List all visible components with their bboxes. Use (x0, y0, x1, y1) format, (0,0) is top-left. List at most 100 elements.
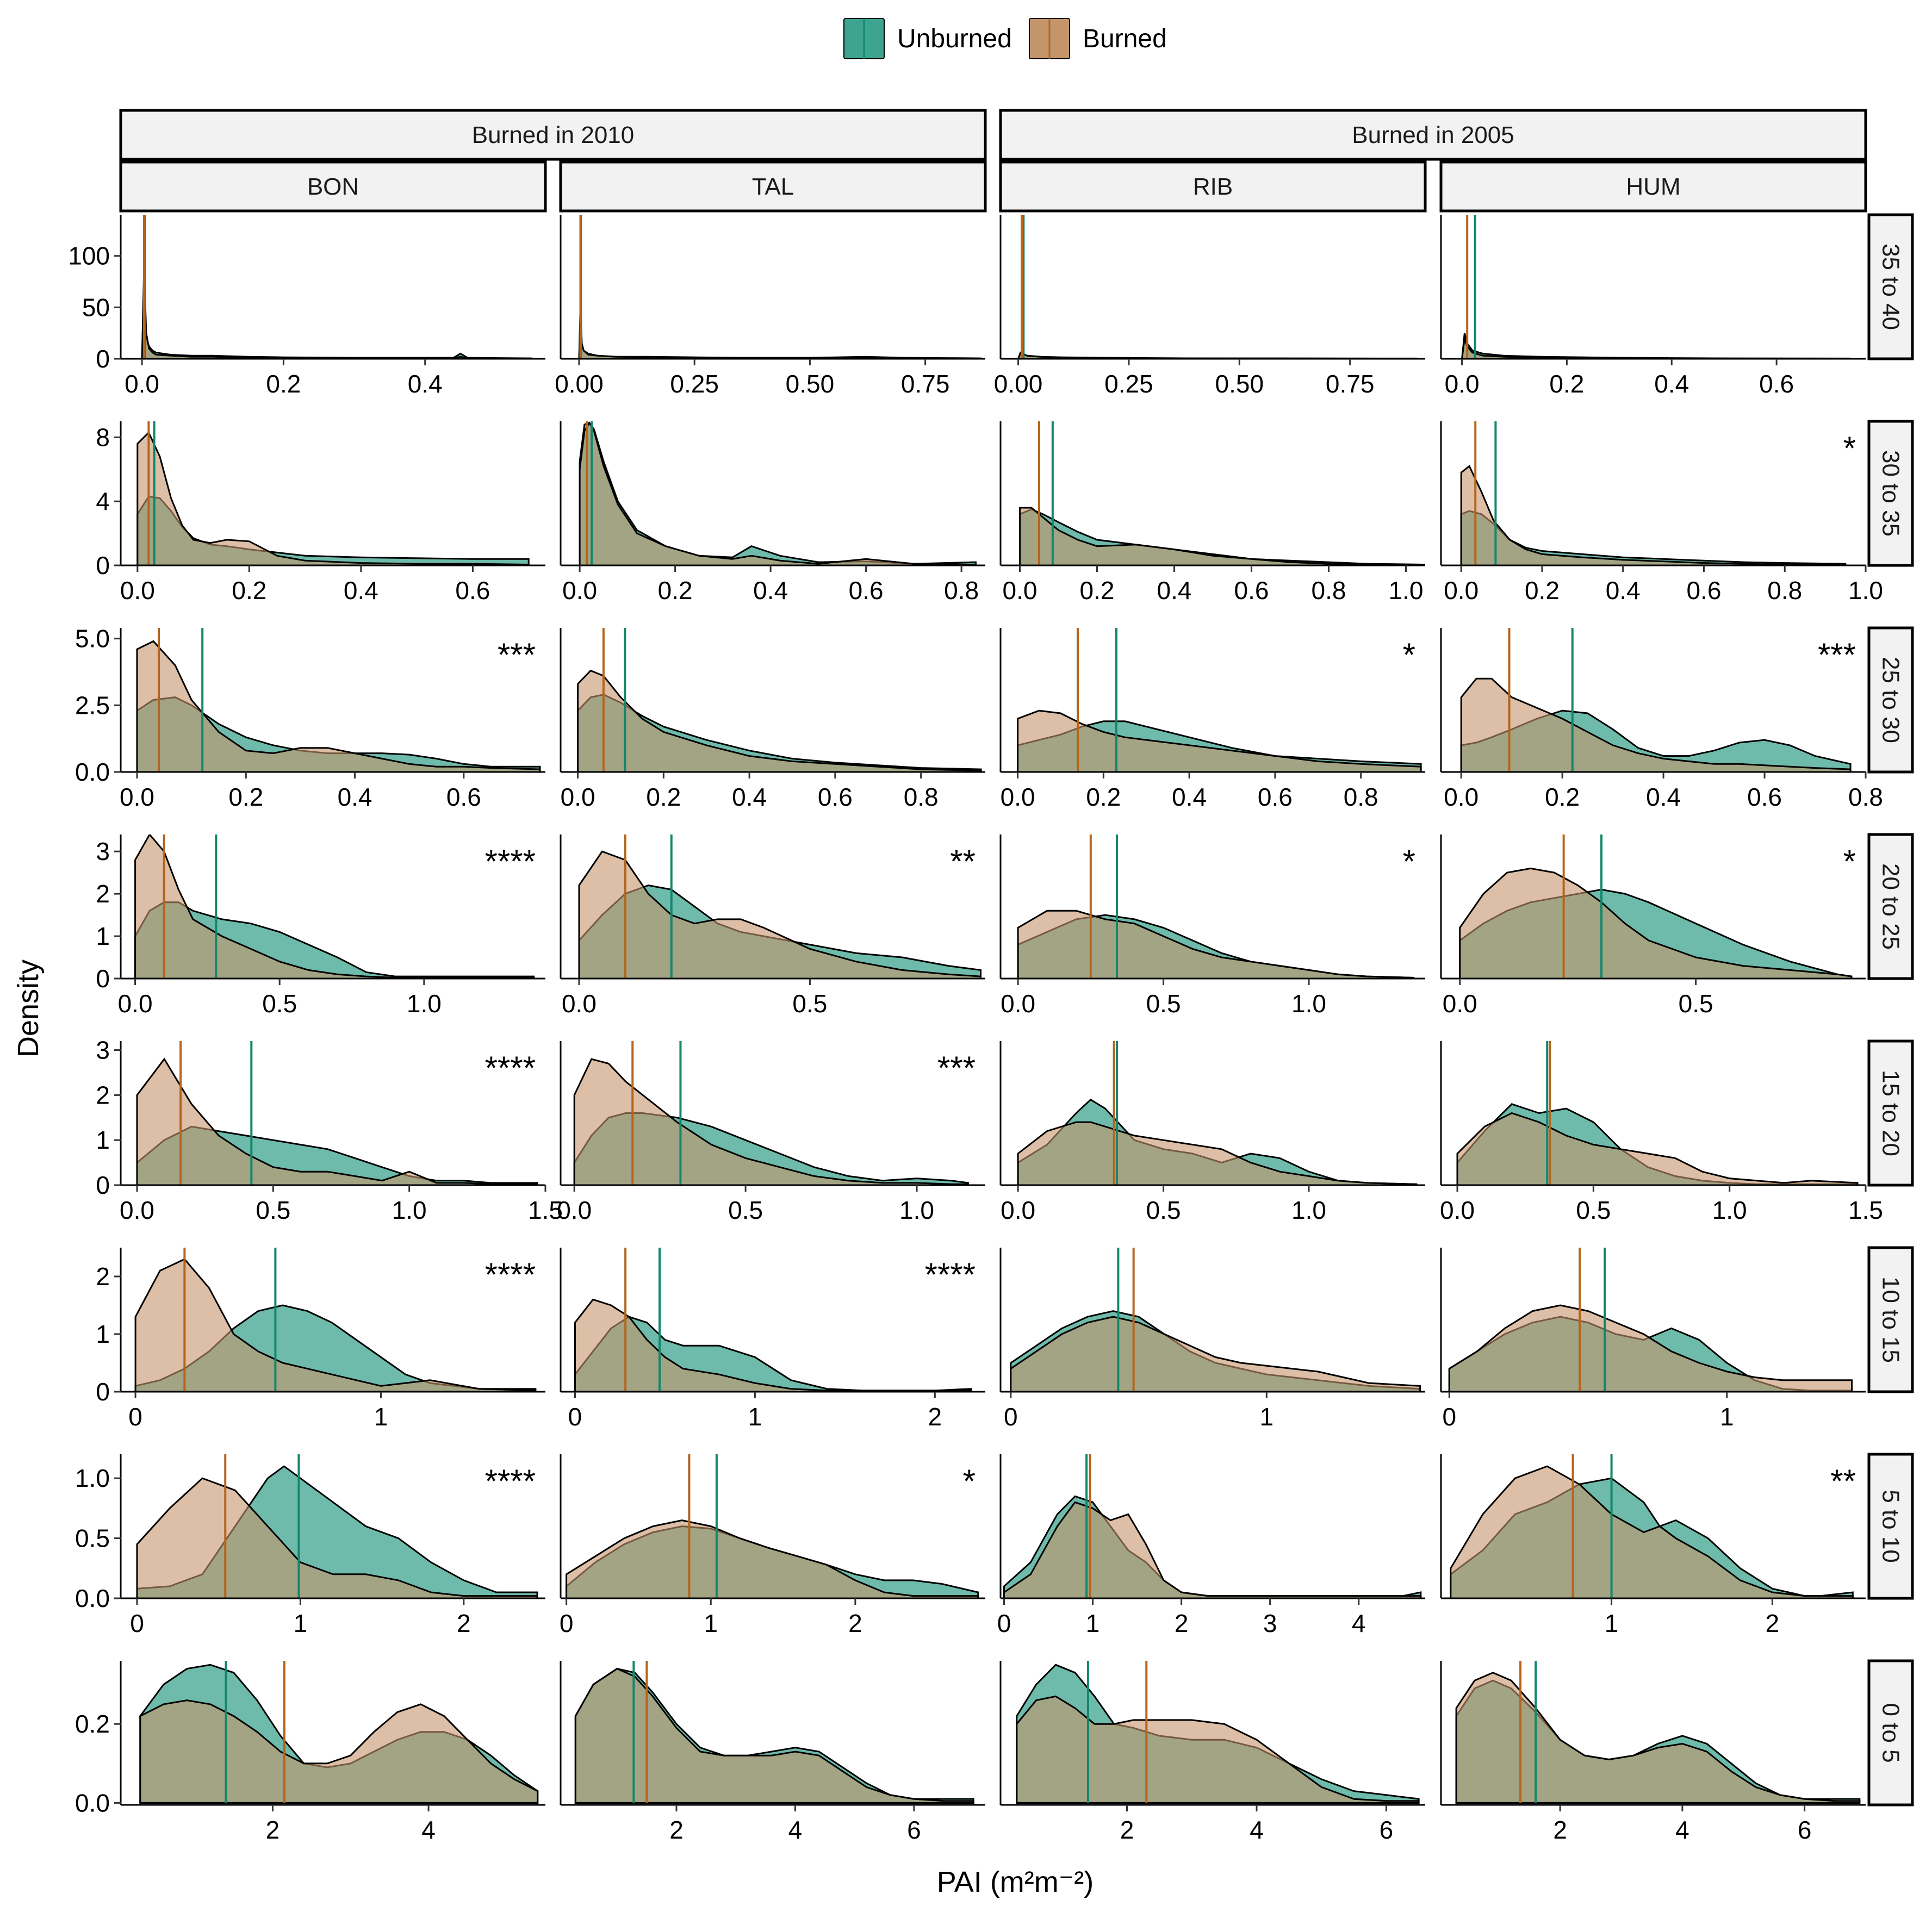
x-tick-label: 0.4 (732, 783, 767, 811)
panel-plot (1460, 421, 1847, 565)
density-area-unburned (578, 328, 981, 359)
x-tick-label: 0.4 (344, 576, 378, 605)
x-tick-label: 1.0 (1848, 576, 1883, 605)
legend-label: Burned (1083, 24, 1167, 53)
x-tick-label: 1.0 (1291, 989, 1326, 1018)
x-tick-label: 0.2 (658, 576, 693, 605)
significance-label: *** (1818, 637, 1856, 673)
y-tick-label: 0 (96, 1171, 110, 1199)
significance-label: * (1403, 843, 1415, 880)
panel-rib-35-to-40: 0.00 0.25 0.50 0.75 (994, 215, 1425, 398)
row-strip-label: 5 to 10 (1878, 1490, 1904, 1563)
significance-label: * (963, 1463, 976, 1499)
x-tick-label: 0.5 (1146, 989, 1181, 1018)
x-tick-label: 1.5 (528, 1196, 563, 1224)
x-tick-label: 1 (748, 1403, 762, 1431)
panel-plot (134, 834, 535, 979)
x-tick-label: 0.8 (904, 783, 939, 811)
group-strip-label: Burned in 2010 (472, 122, 634, 148)
row-strip-label: 10 to 15 (1878, 1276, 1904, 1363)
x-tick-label: 0.2 (1086, 783, 1121, 811)
x-tick-label: 0.4 (338, 783, 372, 811)
row-strip (1867, 420, 1914, 567)
column-strip (559, 160, 987, 213)
x-tick-label: 0.50 (786, 370, 835, 398)
x-tick-label: 0.6 (1258, 783, 1293, 811)
legend: Unburned Burned (843, 18, 1167, 59)
panel-bon-25-to-30: 0.0 0.2 0.4 0.6 0.0 2.5 5.0 *** (75, 625, 545, 811)
x-tick-label: 0.8 (1767, 576, 1802, 605)
density-area-burned (1460, 465, 1847, 565)
row-strip (1867, 1453, 1914, 1600)
column-strip (119, 160, 547, 213)
y-tick-label: 1 (96, 922, 110, 950)
x-tick-label: 0.6 (1747, 783, 1782, 811)
density-area-burned (1455, 1672, 1861, 1804)
panel-plot (1450, 1454, 1854, 1598)
panel-rib-5-to-10: 0 1 2 3 4 (997, 1454, 1425, 1637)
y-tick-label: 50 (82, 293, 110, 321)
x-tick-label: 0.25 (1104, 370, 1153, 398)
panel-hum-30-to-35: 0.0 0.2 0.4 0.6 0.8 1.0 * (1440, 421, 1883, 605)
panel-plot (1017, 834, 1415, 979)
panel-plot (574, 1661, 974, 1804)
panel-plot (134, 1248, 537, 1392)
x-tick-label: 0.6 (1759, 370, 1794, 398)
x-tick-label: 1 (1605, 1609, 1619, 1637)
x-tick-label: 0.25 (670, 370, 719, 398)
x-tick-label: 0.4 (1157, 576, 1192, 605)
density-area-burned (577, 669, 982, 772)
y-tick-label: 5.0 (75, 625, 110, 653)
row-strip-label: 35 to 40 (1878, 244, 1904, 330)
x-tick-label: 0.0 (1001, 1196, 1035, 1224)
x-tick-label: 0.2 (1080, 576, 1115, 605)
significance-label: **** (485, 1256, 536, 1293)
group-strip (119, 109, 987, 161)
x-tick-label: 2 (1766, 1609, 1780, 1637)
panel-plot (1003, 1454, 1422, 1598)
significance-label: *** (937, 1050, 976, 1086)
panel-hum-35-to-40: 0.0 0.2 0.4 0.6 (1440, 215, 1866, 398)
panel-rib-30-to-35: 0.0 0.2 0.4 0.6 0.8 1.0 (999, 421, 1425, 605)
x-tick-label: 0.0 (118, 989, 153, 1018)
x-tick-label: 1.0 (1389, 576, 1424, 605)
x-axis-title: PAI (m²m⁻²) (937, 1866, 1094, 1898)
panel-tal-5-to-10: 0 1 2 * (560, 1454, 985, 1637)
density-area-burned (1017, 1121, 1418, 1185)
panel-plot (136, 1041, 538, 1185)
panel-plot (141, 215, 532, 359)
x-tick-label: 0.6 (818, 783, 853, 811)
x-tick-label: 1.0 (1712, 1196, 1747, 1224)
y-tick-label: 3 (96, 1036, 110, 1064)
x-tick-label: 0.2 (266, 370, 301, 398)
x-tick-label: 0.0 (562, 989, 597, 1018)
x-tick-label: 0.6 (446, 783, 481, 811)
x-tick-label: 0.0 (1444, 576, 1478, 605)
row-strip-label: 25 to 30 (1878, 657, 1904, 743)
x-tick-label: 2 (928, 1403, 942, 1431)
column-strip-label: RIB (1193, 173, 1233, 200)
panel-plot (566, 1454, 979, 1598)
x-tick-label: 0.0 (1445, 370, 1480, 398)
significance-label: *** (498, 637, 536, 673)
density-area-burned (1456, 1112, 1859, 1185)
y-tick-label: 0.2 (75, 1710, 110, 1738)
density-area-burned (136, 1057, 538, 1185)
density-area-burned (579, 421, 977, 565)
x-tick-label: 0.4 (1172, 783, 1207, 811)
y-tick-label: 1 (96, 1126, 110, 1154)
density-area-burned (1017, 351, 1418, 359)
panel-plot (1456, 1041, 1859, 1185)
y-tick-label: 4 (96, 487, 110, 515)
row-strip (1867, 626, 1914, 774)
panel-tal-25-to-30: 0.0 0.2 0.4 0.6 0.8 (560, 628, 985, 811)
axis-titles: PAI (m²m⁻²) Density (12, 960, 1094, 1898)
density-area-burned (134, 1258, 537, 1392)
panel-hum-15-to-20: 0.0 0.5 1.0 1.5 (1440, 1041, 1883, 1224)
density-area-burned (1017, 910, 1415, 979)
x-tick-label: 0.0 (1443, 989, 1477, 1018)
panel-bon-10-to-15: 0 1 0 1 2 **** (96, 1248, 545, 1431)
row-strip (1867, 1246, 1914, 1393)
